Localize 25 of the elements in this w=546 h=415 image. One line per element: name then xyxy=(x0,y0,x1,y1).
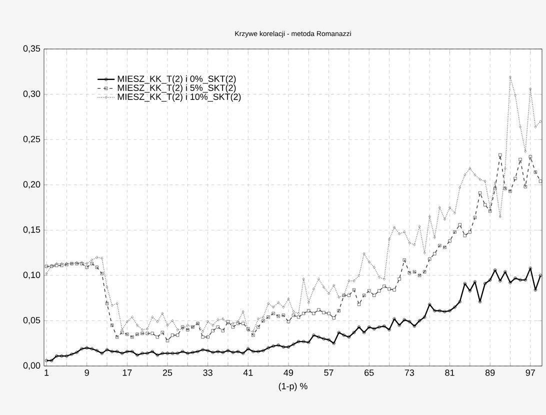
y-tick-label: 0,15 xyxy=(23,226,40,234)
legend-label: MIESZ_KK_T(2) i 0%_SKT(2) xyxy=(118,75,236,84)
y-tick-label: 0,25 xyxy=(23,136,40,144)
x-tick-label: 57 xyxy=(324,370,334,376)
y-tick-label: 0,20 xyxy=(23,181,40,189)
y-tick-label: 0,10 xyxy=(23,272,40,280)
x-axis-title: (1-p) % xyxy=(278,382,308,392)
legend-label: MIESZ_KK_T(2) i 5%_SKT(2) xyxy=(118,84,236,93)
y-tick-label: 0,00 xyxy=(23,362,40,370)
x-tick-label: 81 xyxy=(445,370,454,376)
x-tick-label: 97 xyxy=(526,370,535,376)
x-tick-label: 89 xyxy=(485,370,495,376)
legend-label: MIESZ_KK_T(2) i 10%_SKT(2) xyxy=(118,93,241,102)
y-tick-label: 0,30 xyxy=(23,90,40,98)
x-tick-label: 41 xyxy=(243,370,253,376)
x-tick-label: 17 xyxy=(122,370,132,376)
x-tick-label: 25 xyxy=(162,370,172,376)
x-tick-label: 65 xyxy=(364,370,374,376)
y-tick-label: 0,05 xyxy=(23,317,40,324)
y-tick-label: 0,35 xyxy=(23,45,40,53)
x-tick-label: 33 xyxy=(203,370,212,376)
x-tick-label: 1 xyxy=(44,370,49,376)
x-tick-label: 49 xyxy=(284,370,294,376)
x-tick-label: 9 xyxy=(84,370,89,376)
x-tick-label: 73 xyxy=(404,370,414,376)
